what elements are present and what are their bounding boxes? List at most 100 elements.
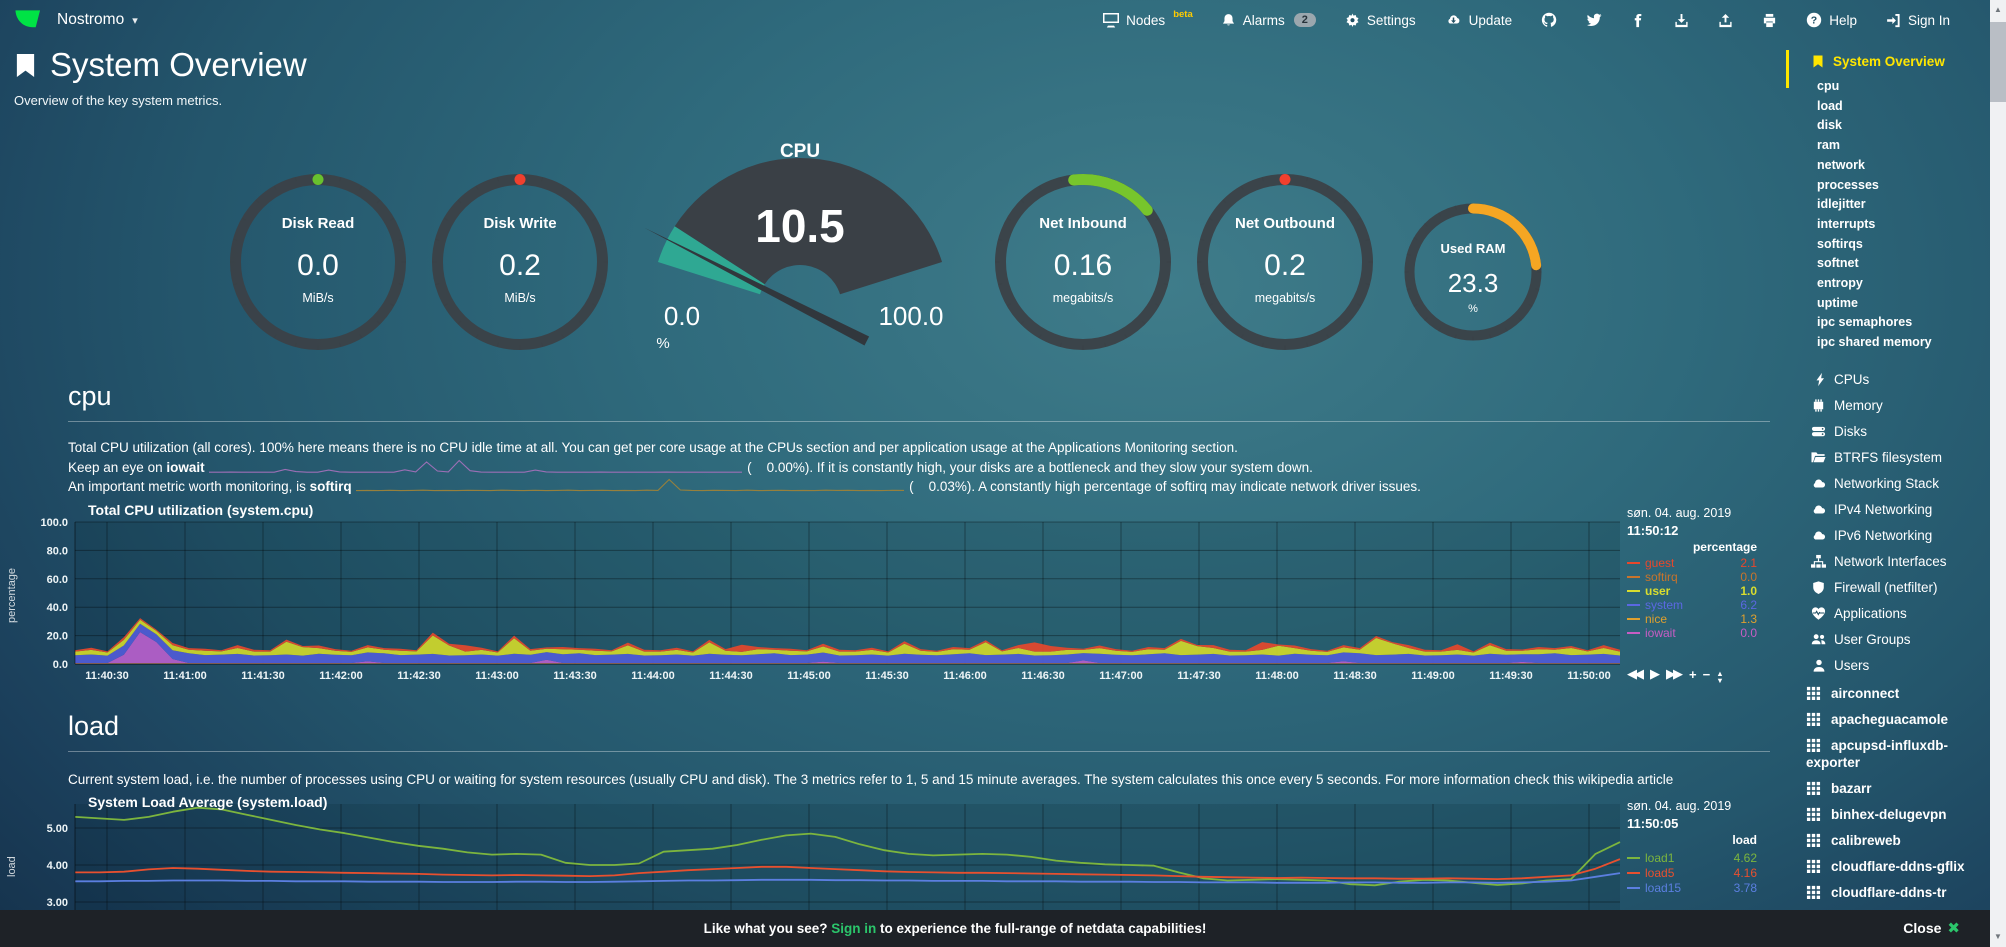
- cpu-chart-title: Total CPU utilization (system.cpu): [88, 502, 314, 518]
- svg-text:80.0: 80.0: [47, 545, 68, 557]
- zoom-in-button[interactable]: +: [1689, 666, 1696, 682]
- sidebar-sub-item[interactable]: disk: [1817, 118, 1843, 133]
- gauge-value: 23.3: [1447, 268, 1499, 298]
- svg-text:11:49:00: 11:49:00: [1411, 670, 1454, 682]
- sidebar-app-item[interactable]: cloudflare-ddns-tr: [1806, 880, 1990, 906]
- pan-forward-button[interactable]: ▶▶: [1666, 666, 1683, 681]
- sidebar-section-item[interactable]: Networking Stack: [1811, 471, 1990, 497]
- sidebar-item-system-overview[interactable]: System Overview: [1786, 40, 1990, 69]
- sidebar-app-item[interactable]: cloudflare-ddns-gflix: [1806, 854, 1990, 880]
- legend-row[interactable]: user 1.0: [1627, 584, 1757, 598]
- sidebar-section-item[interactable]: CPUs: [1811, 367, 1990, 393]
- sidebar-section-item[interactable]: Memory: [1811, 393, 1990, 419]
- svg-text:20.0: 20.0: [47, 631, 68, 643]
- sidebar-section-item[interactable]: IPv4 Networking: [1811, 497, 1990, 523]
- sidebar-sub-item[interactable]: entropy: [1817, 276, 1863, 291]
- upload-icon[interactable]: [1718, 13, 1733, 28]
- sidebar: System Overview cpu load disk ram network pro…: [1786, 40, 1990, 910]
- sidebar-section-item[interactable]: Firewall (netfilter): [1811, 575, 1990, 601]
- legend-row[interactable]: iowait 0.0: [1627, 626, 1757, 640]
- cloud-download-icon: [1445, 13, 1462, 28]
- netdata-logo[interactable]: [14, 7, 41, 34]
- gauge-used-ram[interactable]: Used RAM 23.3 %: [1403, 202, 1543, 342]
- resize-button[interactable]: ▲ ▼: [1716, 669, 1724, 685]
- sidebar-sub-item[interactable]: interrupts: [1817, 216, 1876, 231]
- svg-text:11:40:30: 11:40:30: [85, 670, 128, 682]
- sidebar-sub-item[interactable]: softirqs: [1817, 236, 1863, 251]
- zoom-out-button[interactable]: −: [1702, 666, 1710, 682]
- cpu-chart-canvas[interactable]: 100.0 80.0 60.0 40.0 20.0 0.0 11:40:30 11:41:00…: [0, 500, 1786, 692]
- cpu-chart-time: 11:50:12: [1627, 523, 1679, 538]
- sidebar-sub-item[interactable]: uptime: [1817, 295, 1858, 310]
- sidebar-sub-item[interactable]: cpu: [1817, 79, 1840, 93]
- sidebar-app-item[interactable]: airconnect: [1806, 681, 1990, 707]
- sidebar-app-item[interactable]: binhex-delugevpn: [1806, 802, 1990, 828]
- sidebar-sub-item[interactable]: idlejitter: [1817, 197, 1866, 212]
- scroll-thumb[interactable]: [1990, 22, 2006, 102]
- gauge-disk-read[interactable]: Disk Read 0.0 MiB/s: [229, 173, 407, 351]
- sidebar-sub-item[interactable]: ipc shared memory: [1817, 335, 1932, 350]
- user-icon: [1811, 658, 1826, 673]
- legend-row[interactable]: system 6.2: [1627, 598, 1757, 612]
- grid-icon: [1806, 858, 1822, 874]
- svg-text:11:47:00: 11:47:00: [1099, 670, 1142, 682]
- svg-text:60.0: 60.0: [47, 574, 68, 586]
- sidebar-section-item[interactable]: Applications: [1811, 601, 1990, 627]
- download-icon[interactable]: [1674, 13, 1689, 28]
- scrollbar[interactable]: ▲ ▼: [1990, 0, 2006, 947]
- load-chart-date: søn. 04. aug. 2019: [1627, 799, 1732, 813]
- scroll-down-arrow[interactable]: ▼: [1994, 932, 2002, 941]
- twitter-icon[interactable]: [1586, 12, 1602, 28]
- print-icon[interactable]: [1762, 13, 1777, 28]
- legend-row[interactable]: load15 3.78: [1627, 880, 1757, 895]
- legend-row[interactable]: load5 4.16: [1627, 865, 1757, 880]
- wikipedia-link[interactable]: wikipedia article: [1577, 772, 1674, 787]
- legend-value: 1.3: [1740, 612, 1757, 626]
- legend-row[interactable]: nice 1.3: [1627, 612, 1757, 626]
- legend-row[interactable]: load1 4.62: [1627, 850, 1757, 865]
- github-icon[interactable]: [1541, 12, 1557, 28]
- sidebar-sub-item[interactable]: processes: [1817, 177, 1879, 192]
- nav-actions: Nodes beta Alarms 2 Settings Update: [1103, 9, 1990, 28]
- sidebar-sub-item[interactable]: load: [1817, 98, 1843, 113]
- heartbeat-icon: [1811, 606, 1826, 621]
- help-button[interactable]: ? Help: [1806, 12, 1857, 28]
- gauge-disk-write[interactable]: Disk Write 0.2 MiB/s: [431, 173, 609, 351]
- legend-value: 2.1: [1740, 556, 1757, 570]
- sidebar-sub-item[interactable]: softnet: [1817, 256, 1859, 271]
- sidebar-sub-item[interactable]: ram: [1817, 138, 1840, 153]
- facebook-icon[interactable]: [1631, 13, 1645, 28]
- sidebar-section-item[interactable]: Users: [1811, 653, 1990, 679]
- sidebar-section-item[interactable]: IPv6 Networking: [1811, 523, 1990, 549]
- sidebar-app-item[interactable]: calibreweb: [1806, 828, 1990, 854]
- load-legend-unit: load: [1732, 833, 1757, 847]
- gauge-title: Disk Read: [281, 215, 355, 232]
- hostname-menu[interactable]: Nostromo ▾: [57, 11, 138, 29]
- sidebar-app-item[interactable]: bazarr: [1806, 776, 1990, 802]
- sidebar-sub-item[interactable]: ipc semaphores: [1817, 315, 1913, 330]
- legend-row[interactable]: softirq 0.0: [1627, 570, 1757, 584]
- sidebar-section-item[interactable]: User Groups: [1811, 627, 1990, 653]
- pan-backward-button[interactable]: ◀◀: [1627, 666, 1644, 681]
- sidebar-app-item[interactable]: apacheguacamole: [1806, 707, 1990, 733]
- gauge-net-inbound[interactable]: Net Inbound 0.16 megabits/s: [994, 173, 1172, 351]
- sidebar-app-item[interactable]: apcupsd-influxdb-exporter: [1806, 738, 1948, 771]
- gauge-cpu[interactable]: CPU 10.5 0.0 100.0 %: [640, 135, 960, 370]
- update-button[interactable]: Update: [1445, 13, 1512, 28]
- gauge-value: 0.0: [297, 249, 339, 282]
- scroll-up-arrow[interactable]: ▲: [1994, 5, 2002, 14]
- gauge-net-outbound[interactable]: Net Outbound 0.2 megabits/s: [1196, 173, 1374, 351]
- sidebar-section-item[interactable]: Network Interfaces: [1811, 549, 1990, 575]
- close-button[interactable]: Close ✖: [1903, 920, 1960, 937]
- footer-signin-link[interactable]: Sign in: [831, 921, 877, 936]
- signin-button[interactable]: Sign In: [1886, 13, 1950, 28]
- cloud-icon: [1811, 529, 1826, 543]
- sidebar-section-item[interactable]: Disks: [1811, 419, 1990, 445]
- sidebar-sub-item[interactable]: network: [1817, 157, 1865, 172]
- legend-row[interactable]: guest 2.1: [1627, 556, 1757, 570]
- nodes-button[interactable]: Nodes beta: [1103, 9, 1193, 28]
- sidebar-section-item[interactable]: BTRFS filesystem: [1811, 445, 1990, 471]
- settings-button[interactable]: Settings: [1345, 13, 1416, 28]
- alarms-button[interactable]: Alarms 2: [1221, 13, 1316, 28]
- play-button[interactable]: ▶: [1650, 666, 1660, 681]
